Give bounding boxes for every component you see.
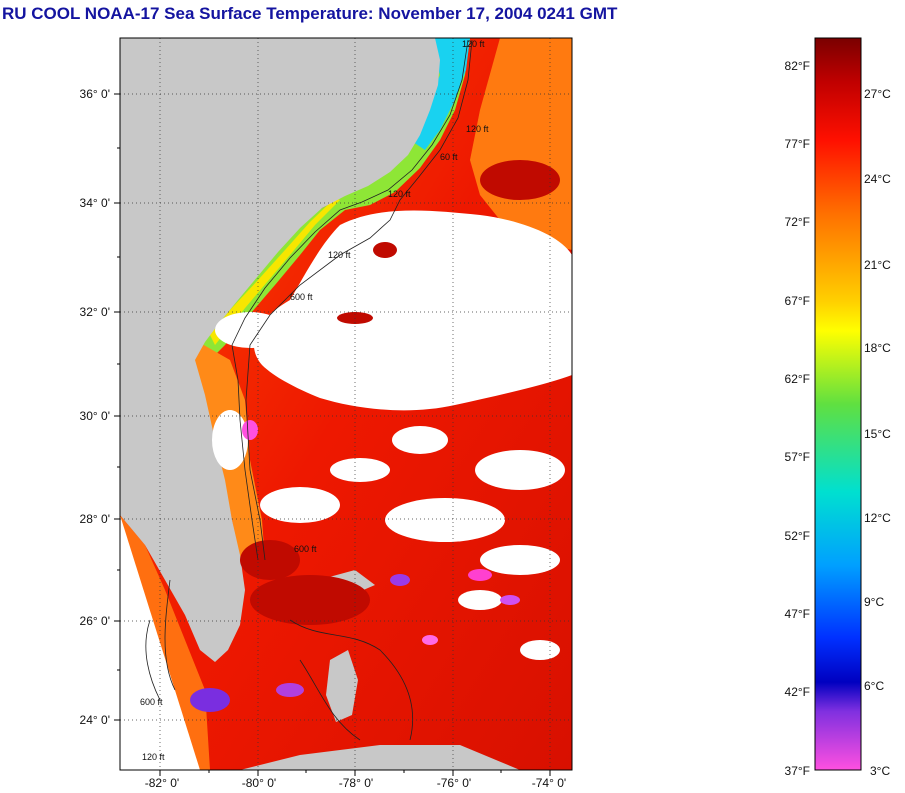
lat-label: 28° 0' xyxy=(80,512,110,526)
celsius-label: 18°C xyxy=(864,341,891,355)
fahrenheit-label: 37°F xyxy=(785,764,810,778)
lon-label: -78° 0' xyxy=(339,776,373,790)
fahrenheit-label: 42°F xyxy=(785,685,810,699)
land-cuba xyxy=(240,745,520,770)
fahrenheit-label: 67°F xyxy=(785,294,810,308)
land-bahamas-andros xyxy=(326,650,358,722)
fahrenheit-label: 82°F xyxy=(785,59,810,73)
celsius-label: 15°C xyxy=(864,427,891,441)
contour-label: 60 ft xyxy=(440,152,458,162)
celsius-label: 27°C xyxy=(864,87,891,101)
contour-label: 120 ft xyxy=(462,39,485,49)
contour-label: 600 ft xyxy=(140,697,163,707)
sst-map: 120 ft 120 ft 120 ft 60 ft 120 ft 600 ft… xyxy=(80,37,573,790)
axis-ticks xyxy=(114,93,551,776)
contour-label: 120 ft xyxy=(466,124,489,134)
fahrenheit-label: 62°F xyxy=(785,372,810,386)
orange-water-north xyxy=(470,38,572,250)
fahrenheit-label: 57°F xyxy=(785,450,810,464)
lat-label: 26° 0' xyxy=(80,614,110,628)
contour-label: 120 ft xyxy=(142,752,165,762)
cloud-mask xyxy=(212,210,572,660)
cold-pixel-noise xyxy=(190,420,520,712)
lat-label: 24° 0' xyxy=(80,713,110,727)
contour-label: 600 ft xyxy=(294,544,317,554)
celsius-label: 24°C xyxy=(864,172,891,186)
fahrenheit-label: 72°F xyxy=(785,215,810,229)
page-title: RU COOL NOAA-17 Sea Surface Temperature:… xyxy=(2,4,618,23)
contour-label: 120 ft xyxy=(328,250,351,260)
temperature-colorbar: 82°F 77°F 72°F 67°F 62°F 57°F 52°F 47°F … xyxy=(785,37,891,778)
lon-label: -76° 0' xyxy=(437,776,471,790)
land-us-east-coast xyxy=(120,38,440,662)
lon-label: -74° 0' xyxy=(532,776,566,790)
map-frame xyxy=(119,37,573,771)
celsius-label: 3°C xyxy=(870,764,890,778)
lat-label: 30° 0' xyxy=(80,409,110,423)
lat-label: 34° 0' xyxy=(80,196,110,210)
celsius-label: 6°C xyxy=(864,679,884,693)
lon-label: -80° 0' xyxy=(242,776,276,790)
contour-label: 600 ft xyxy=(290,292,313,302)
lat-label: 32° 0' xyxy=(80,305,110,319)
fahrenheit-label: 47°F xyxy=(785,607,810,621)
lon-label: -82° 0' xyxy=(145,776,179,790)
celsius-label: 21°C xyxy=(864,258,891,272)
celsius-label: 9°C xyxy=(864,595,884,609)
fahrenheit-label: 52°F xyxy=(785,529,810,543)
lat-label: 36° 0' xyxy=(80,87,110,101)
yellow-coastal-band xyxy=(210,198,340,345)
fahrenheit-label: 77°F xyxy=(785,137,810,151)
celsius-label: 12°C xyxy=(864,511,891,525)
map-grid xyxy=(120,38,572,770)
contour-label: 120 ft xyxy=(388,189,411,199)
colorbar-gradient xyxy=(814,37,862,771)
